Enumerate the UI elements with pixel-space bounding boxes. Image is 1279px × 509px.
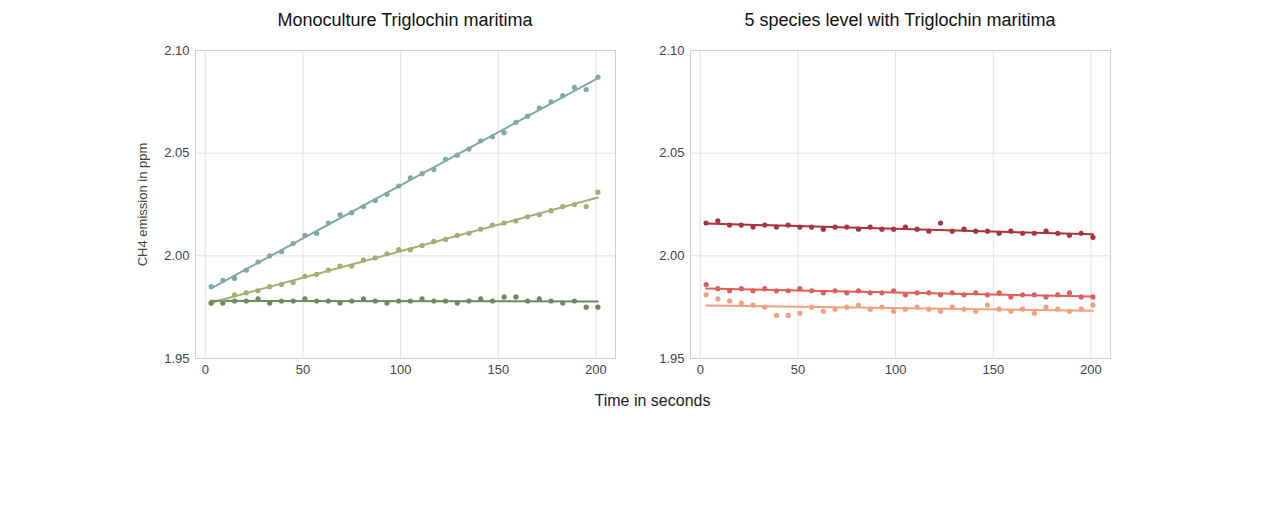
svg-text:100: 100 [390,362,412,377]
svg-text:2.05: 2.05 [164,145,189,160]
svg-text:100: 100 [885,362,907,377]
svg-text:2.10: 2.10 [659,43,684,58]
svg-text:150: 150 [982,362,1004,377]
svg-text:2.00: 2.00 [164,248,189,263]
html-text:Time in seconds: Time in seconds [594,392,711,409]
html-text:5 species level with Triglochi: 5 species level with Triglochin maritima [744,10,1056,30]
svg-text:200: 200 [1080,362,1102,377]
svg-text:0: 0 [697,362,704,377]
svg-text:50: 50 [296,362,310,377]
svg-text:2.00: 2.00 [659,248,684,263]
html-text:Monoculture Triglochin maritim: Monoculture Triglochin maritima [277,10,533,30]
svg-text:1.95: 1.95 [659,351,684,366]
svg-text:200: 200 [585,362,607,377]
svg-text:2.05: 2.05 [659,145,684,160]
svg-text:150: 150 [487,362,509,377]
svg-text:50: 50 [791,362,805,377]
svg-text:CH4 emission in ppm: CH4 emission in ppm [135,143,150,267]
svg-text:2.10: 2.10 [164,43,189,58]
svg-text:1.95: 1.95 [164,351,189,366]
svg-text:0: 0 [202,362,209,377]
